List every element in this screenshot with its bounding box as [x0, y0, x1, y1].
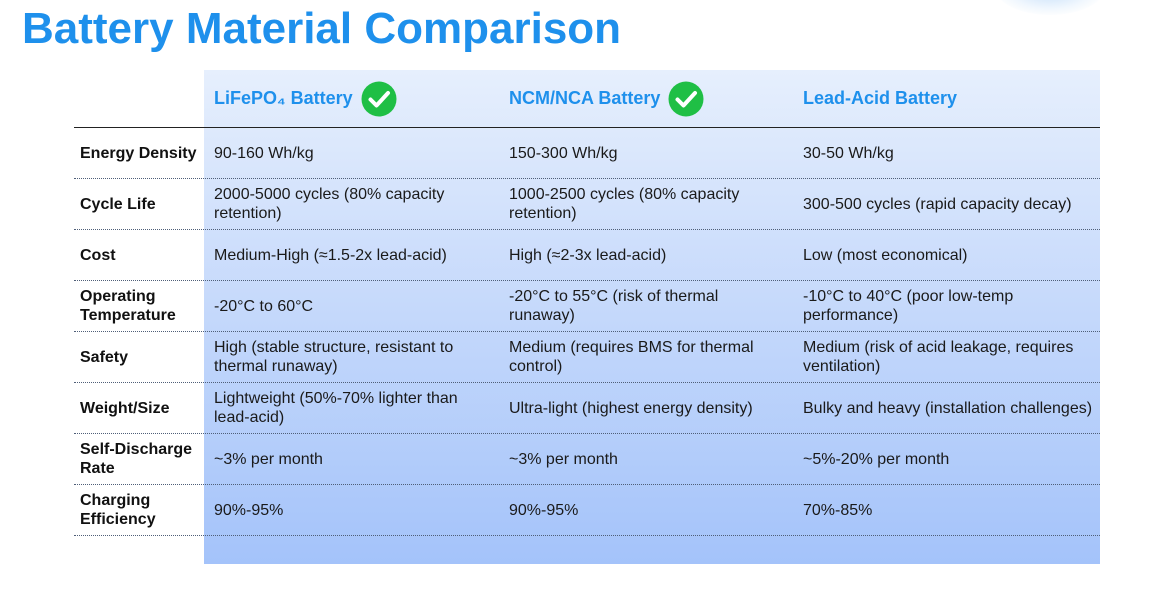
- header-lifepo4-label: LiFePO₄ Battery: [214, 88, 353, 108]
- row-label: Cost: [80, 246, 116, 264]
- ncm-nca-value: 150-300 Wh/kg: [509, 144, 618, 162]
- row-label: Cycle Life: [80, 195, 156, 213]
- header-lifepo4: LiFePO₄ Battery: [204, 70, 499, 127]
- lead-acid-value: 70%-85%: [803, 501, 873, 519]
- row-label: Weight/Size: [80, 399, 170, 417]
- table-row: Safety High (stable structure, resistant…: [74, 332, 1100, 383]
- lifepo4-value: ~3% per month: [214, 450, 323, 468]
- table-row: Charging Efficiency 90%-95% 90%-95% 70%-…: [74, 485, 1100, 536]
- lead-acid-value: -10°C to 40°C (poor low-temp performance…: [803, 288, 1014, 324]
- lead-acid-value: Medium (risk of acid leakage, requires v…: [803, 339, 1074, 375]
- lifepo4-value: 90-160 Wh/kg: [214, 144, 314, 162]
- ncm-nca-value: Ultra-light (highest energy density): [509, 399, 753, 417]
- ncm-nca-value: Medium (requires BMS for thermal control…: [509, 339, 754, 375]
- table-row: Cycle Life 2000-5000 cycles (80% capacit…: [74, 179, 1100, 230]
- page-title: Battery Material Comparison: [22, 4, 622, 53]
- lifepo4-value: -20°C to 60°C: [214, 297, 314, 315]
- lifepo4-value: Medium-High (≈1.5-2x lead-acid): [214, 246, 447, 264]
- table-header-row: LiFePO₄ Battery NCM/NCA Battery Lead-Aci…: [74, 70, 1100, 128]
- lifepo4-value: 90%-95%: [214, 501, 284, 519]
- check-circle-icon: [668, 81, 704, 116]
- row-label: Operating Temperature: [80, 288, 176, 324]
- row-label: Self-Discharge Rate: [80, 441, 193, 477]
- ncm-nca-value: ~3% per month: [509, 450, 618, 468]
- ncm-nca-value: -20°C to 55°C (risk of thermal runaway): [509, 288, 719, 324]
- header-ncm-nca-label: NCM/NCA Battery: [509, 88, 661, 108]
- header-lead-acid-label: Lead-Acid Battery: [803, 88, 958, 108]
- ncm-nca-value: High (≈2-3x lead-acid): [509, 246, 667, 264]
- table-row: Cost Medium-High (≈1.5-2x lead-acid) Hig…: [74, 230, 1100, 281]
- lifepo4-value: High (stable structure, resistant to the…: [214, 339, 454, 375]
- decorative-glow: [995, 0, 1105, 15]
- lead-acid-value: Low (most economical): [803, 246, 968, 264]
- header-ncm-nca: NCM/NCA Battery: [499, 70, 793, 127]
- table-row: Energy Density 90-160 Wh/kg 150-300 Wh/k…: [74, 128, 1100, 179]
- header-corner-cell: [74, 70, 204, 127]
- lead-acid-value: ~5%-20% per month: [803, 450, 950, 468]
- table-row: Self-Discharge Rate ~3% per month ~3% pe…: [74, 434, 1100, 485]
- lead-acid-value: 30-50 Wh/kg: [803, 144, 894, 162]
- lead-acid-value: 300-500 cycles (rapid capacity decay): [803, 195, 1072, 213]
- comparison-table: LiFePO₄ Battery NCM/NCA Battery Lead-Aci…: [74, 70, 1100, 536]
- ncm-nca-value: 1000-2500 cycles (80% capacity retention…: [509, 186, 740, 222]
- header-lead-acid: Lead-Acid Battery: [793, 70, 1100, 127]
- table-row: Operating Temperature -20°C to 60°C -20°…: [74, 281, 1100, 332]
- lifepo4-value: Lightweight (50%-70% lighter than lead-a…: [214, 390, 458, 426]
- table-row: Weight/Size Lightweight (50%-70% lighter…: [74, 383, 1100, 434]
- row-label: Charging Efficiency: [80, 492, 156, 528]
- lead-acid-value: Bulky and heavy (installation challenges…: [803, 399, 1093, 417]
- row-label: Energy Density: [80, 144, 197, 162]
- table-background-panel: [204, 70, 1100, 564]
- check-circle-icon: [361, 81, 397, 116]
- row-label: Safety: [80, 348, 129, 366]
- ncm-nca-value: 90%-95%: [509, 501, 579, 519]
- lifepo4-value: 2000-5000 cycles (80% capacity retention…: [214, 186, 445, 222]
